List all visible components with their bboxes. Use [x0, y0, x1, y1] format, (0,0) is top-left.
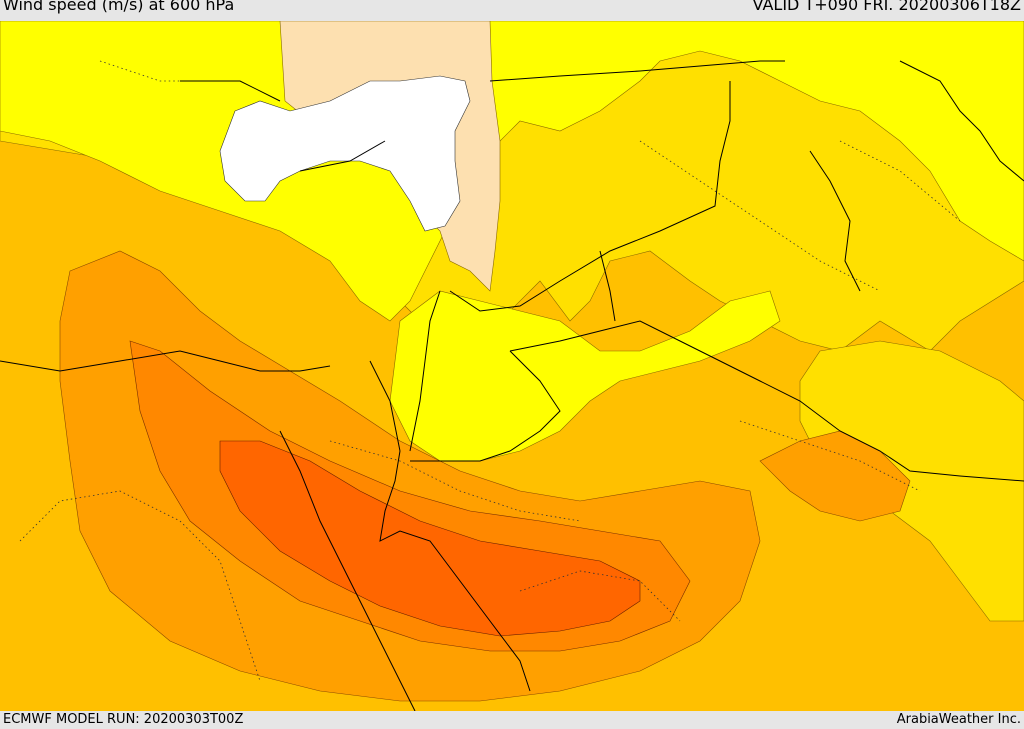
header-bar: Wind speed (m/s) at 600 hPa VALID T+090 … — [0, 0, 1024, 21]
model-run-label: ECMWF MODEL RUN: 20200303T00Z — [3, 712, 244, 727]
dotted-contours — [19, 60, 961, 682]
strong-zone-east — [759, 430, 911, 522]
coastlines-borders — [0, 60, 1024, 711]
footer-bar: ECMWF MODEL RUN: 20200303T00Z ArabiaWeat… — [0, 711, 1024, 729]
sea-no-data-white — [219, 75, 471, 232]
weakest-zone-north — [0, 21, 1024, 322]
valid-time: VALID T+090 FRI. 20200306T18Z — [752, 0, 1021, 14]
wind-speed-map — [0, 21, 1024, 711]
credit-label: ArabiaWeather Inc. — [896, 712, 1021, 727]
strongest-zone — [219, 440, 641, 637]
weak-zone-east — [799, 340, 1024, 622]
map-canvas — [0, 21, 1024, 711]
map-title: Wind speed (m/s) at 600 hPa — [3, 0, 235, 14]
